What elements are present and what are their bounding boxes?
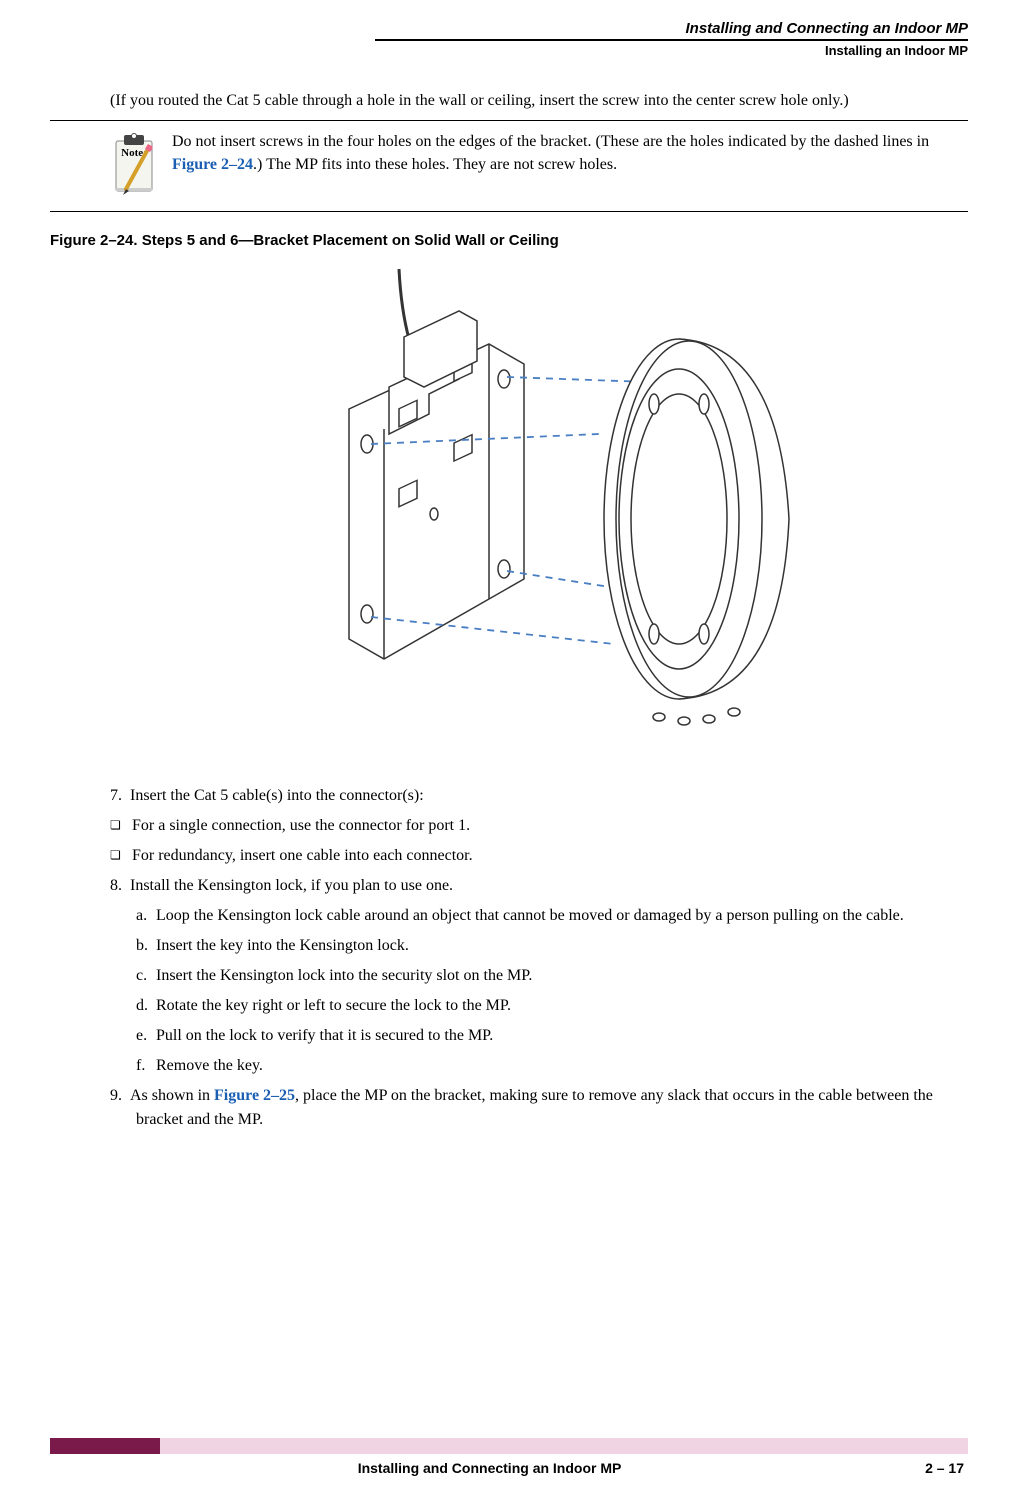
note-post: .) The MP fits into these holes. They ar…: [253, 156, 617, 173]
header-title: Installing and Connecting an Indoor MP: [50, 20, 968, 37]
body-content: (If you routed the Cat 5 cable through a…: [110, 90, 968, 1132]
sub-a: a.Loop the Kensington lock cable around …: [136, 904, 968, 928]
footer-page: 2 – 17: [925, 1460, 964, 1476]
intro-para: (If you routed the Cat 5 cable through a…: [110, 90, 968, 112]
sub-list: a.Loop the Kensington lock cable around …: [110, 904, 968, 1078]
header-subtitle: Installing an Indoor MP: [375, 39, 968, 58]
note-text: Do not insert screws in the four holes o…: [172, 131, 968, 176]
sub-e: e.Pull on the lock to verify that it is …: [136, 1024, 968, 1048]
step-list-3: 9.As shown in Figure 2–25, place the MP …: [110, 1084, 968, 1132]
step-7: 7.Insert the Cat 5 cable(s) into the con…: [110, 784, 968, 808]
footer-bar: [50, 1438, 968, 1454]
step-list-2: 8.Install the Kensington lock, if you pl…: [110, 874, 968, 898]
note-pre: Do not insert screws in the four holes o…: [172, 133, 929, 150]
bullet-2: For redundancy, insert one cable into ea…: [110, 844, 968, 868]
footer-text: Installing and Connecting an Indoor MP 2…: [50, 1460, 968, 1476]
sub-c: c.Insert the Kensington lock into the se…: [136, 964, 968, 988]
footer-center: Installing and Connecting an Indoor MP: [54, 1460, 925, 1476]
note-block: Note: Do not insert screws in the four h…: [50, 120, 968, 212]
figure-2-24: [110, 269, 968, 754]
bullet-list: For a single connection, use the connect…: [110, 814, 968, 868]
note-icon: Note:: [110, 131, 160, 201]
bullet-1: For a single connection, use the connect…: [110, 814, 968, 838]
page-header: Installing and Connecting an Indoor MP I…: [50, 20, 968, 60]
step-list: 7.Insert the Cat 5 cable(s) into the con…: [110, 784, 968, 808]
step-9: 9.As shown in Figure 2–25, place the MP …: [110, 1084, 968, 1132]
figure-link-25[interactable]: Figure 2–25: [214, 1087, 295, 1104]
page-footer: Installing and Connecting an Indoor MP 2…: [50, 1438, 968, 1476]
sub-d: d.Rotate the key right or left to secure…: [136, 994, 968, 1018]
step-8: 8.Install the Kensington lock, if you pl…: [110, 874, 968, 898]
figure-caption: Figure 2–24. Steps 5 and 6—Bracket Place…: [50, 232, 968, 249]
sub-b: b.Insert the key into the Kensington loc…: [136, 934, 968, 958]
sub-f: f.Remove the key.: [136, 1054, 968, 1078]
figure-link-24[interactable]: Figure 2–24: [172, 156, 253, 173]
